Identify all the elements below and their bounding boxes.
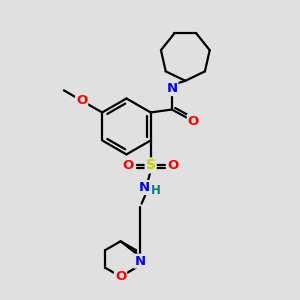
Text: O: O <box>188 115 199 128</box>
Text: S: S <box>146 158 156 172</box>
Text: N: N <box>139 181 150 194</box>
Text: H: H <box>151 184 160 197</box>
Text: N: N <box>135 255 146 268</box>
Text: O: O <box>168 159 179 172</box>
Text: O: O <box>122 159 134 172</box>
Text: N: N <box>166 82 177 95</box>
Text: O: O <box>115 270 126 283</box>
Text: O: O <box>76 94 87 107</box>
